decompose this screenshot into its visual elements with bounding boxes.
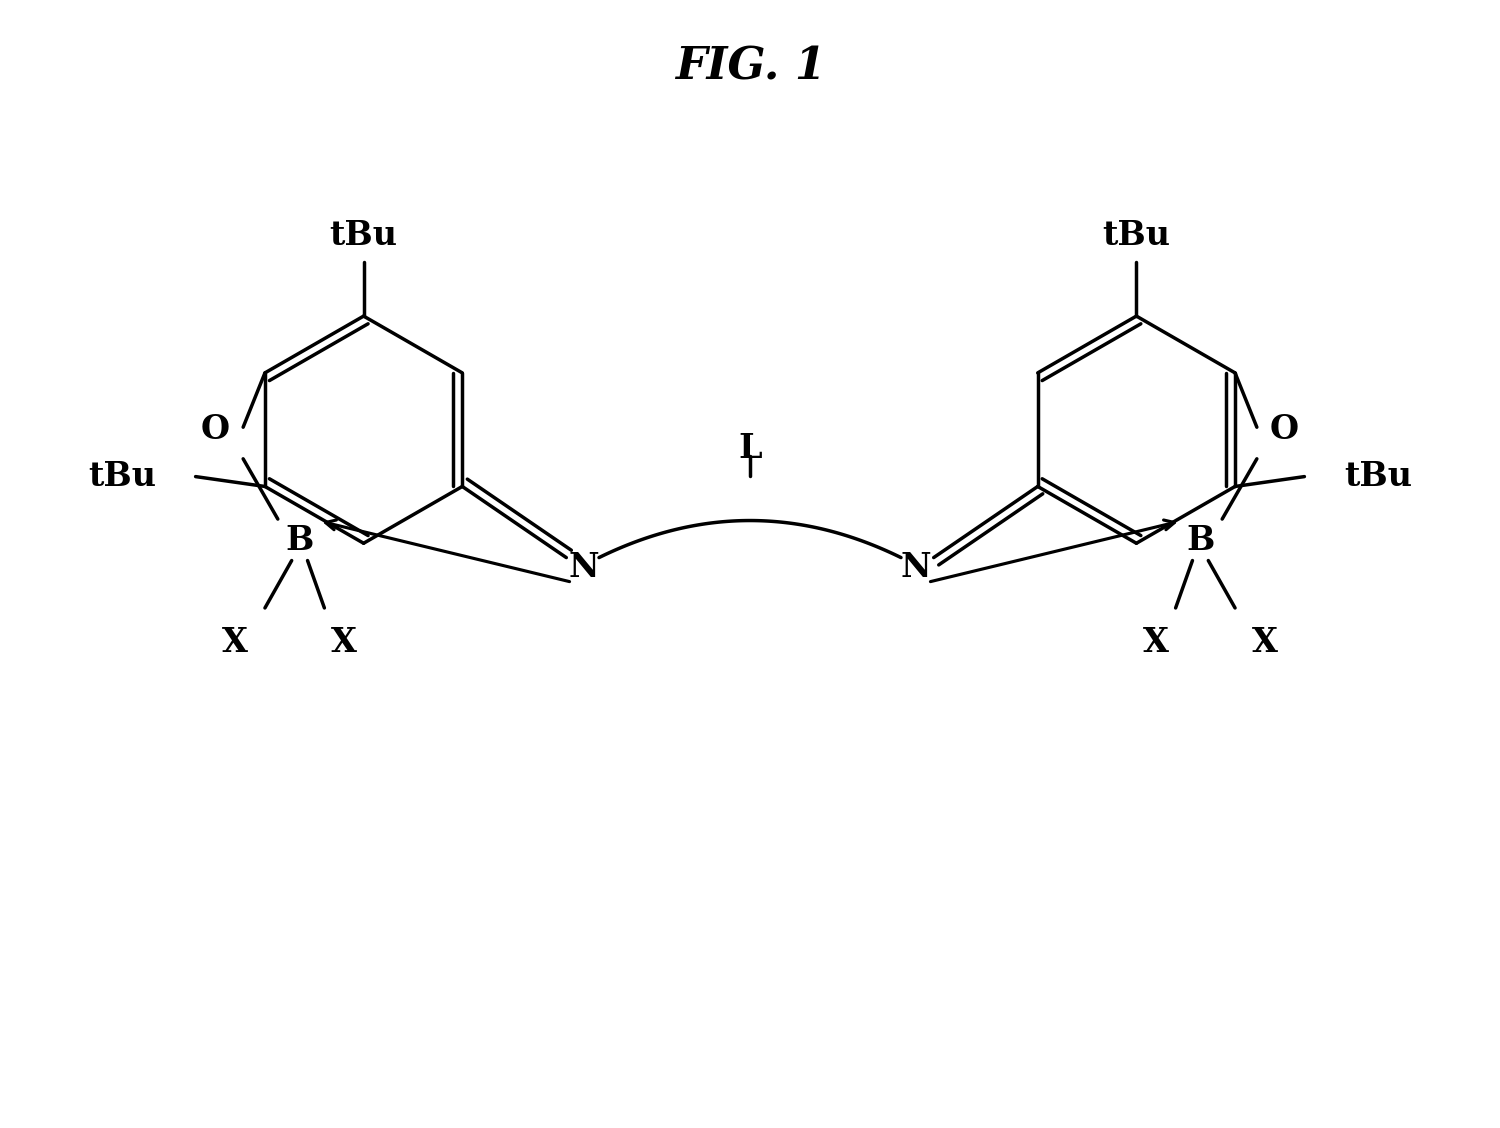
Text: N: N: [900, 550, 932, 584]
Text: tBu: tBu: [1102, 219, 1170, 252]
Text: B: B: [285, 525, 314, 557]
Text: L: L: [738, 432, 762, 466]
Text: tBu: tBu: [88, 460, 156, 493]
Text: X: X: [1252, 626, 1278, 659]
Text: FIG. 1: FIG. 1: [675, 46, 825, 89]
Text: O: O: [1270, 413, 1299, 446]
Text: B: B: [1186, 525, 1215, 557]
Text: X: X: [1143, 626, 1168, 659]
Text: X: X: [222, 626, 248, 659]
Text: N: N: [568, 550, 600, 584]
Text: tBu: tBu: [1344, 460, 1412, 493]
Text: tBu: tBu: [330, 219, 398, 252]
Text: X: X: [332, 626, 357, 659]
Text: O: O: [201, 413, 229, 446]
